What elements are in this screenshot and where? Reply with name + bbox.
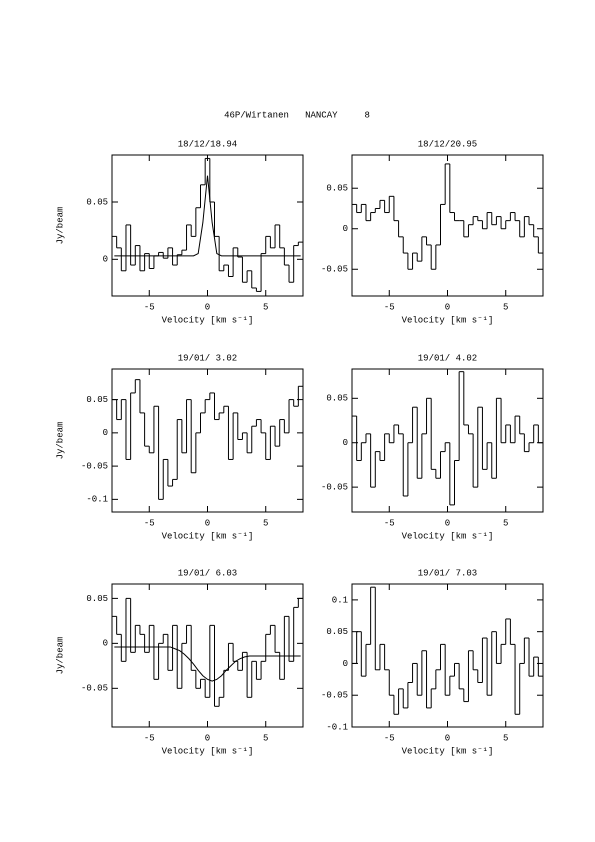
x-axis-label: Velocity [km s⁻¹]: [162, 746, 254, 756]
x-tick-label: -5: [144, 518, 155, 528]
panel-title: 18/12/18.94: [178, 139, 237, 149]
x-tick-label: 0: [445, 733, 450, 743]
y-tick-label: 0.05: [326, 394, 348, 404]
x-axis-label: Velocity [km s⁻¹]: [162, 531, 254, 541]
y-tick-label: 0.05: [326, 627, 348, 637]
panel-title: 18/12/20.95: [418, 139, 477, 149]
page-title: 46P/Wirtanen NANCAY 8: [224, 110, 370, 120]
y-tick-label: 0: [343, 438, 348, 448]
y-tick-label: 0: [343, 659, 348, 669]
y-axis-label: Jy/beam: [55, 422, 65, 460]
y-axis-label: Jy/beam: [55, 207, 65, 245]
y-tick-label: 0.05: [86, 395, 108, 405]
x-tick-label: -5: [384, 518, 395, 528]
x-tick-label: 0: [445, 302, 450, 312]
fit-curve: [114, 175, 301, 257]
x-tick-label: 0: [445, 518, 450, 528]
y-tick-label: -0.1: [326, 722, 348, 732]
y-tick-label: 0: [103, 255, 108, 265]
y-tick-label: -0.05: [321, 265, 348, 275]
x-tick-label: 5: [263, 518, 268, 528]
x-axis-label: Velocity [km s⁻¹]: [402, 531, 494, 541]
y-tick-label: -0.05: [81, 461, 108, 471]
x-tick-label: 0: [205, 302, 210, 312]
x-axis-label: Velocity [km s⁻¹]: [402, 746, 494, 756]
y-tick-label: -0.05: [321, 483, 348, 493]
x-tick-label: 0: [205, 518, 210, 528]
x-tick-label: -5: [384, 733, 395, 743]
panel-title: 19/01/ 4.02: [418, 353, 477, 363]
x-tick-label: 5: [503, 302, 508, 312]
panel-title: 19/01/ 6.03: [178, 568, 237, 578]
y-tick-label: 0: [103, 639, 108, 649]
x-tick-label: 5: [503, 518, 508, 528]
x-tick-label: 5: [263, 733, 268, 743]
y-axis-label: Jy/beam: [55, 637, 65, 675]
y-tick-label: 0.1: [332, 595, 348, 605]
y-tick-label: 0.05: [326, 184, 348, 194]
x-tick-label: 5: [503, 733, 508, 743]
x-tick-label: -5: [144, 733, 155, 743]
x-tick-label: 0: [205, 733, 210, 743]
x-axis-label: Velocity [km s⁻¹]: [162, 315, 254, 325]
y-tick-label: -0.05: [81, 684, 108, 694]
y-tick-label: -0.05: [321, 691, 348, 701]
x-tick-label: 5: [263, 302, 268, 312]
x-tick-label: -5: [144, 302, 155, 312]
y-tick-label: -0.1: [86, 495, 108, 505]
panel-title: 19/01/ 3.02: [178, 353, 237, 363]
y-tick-label: 0.05: [86, 594, 108, 604]
fit-curve: [114, 646, 301, 682]
x-axis-label: Velocity [km s⁻¹]: [402, 315, 494, 325]
x-tick-label: -5: [384, 302, 395, 312]
y-tick-label: 0.05: [86, 197, 108, 207]
panel-title: 19/01/ 7.03: [418, 568, 477, 578]
y-tick-label: 0: [343, 224, 348, 234]
y-tick-label: 0: [103, 428, 108, 438]
